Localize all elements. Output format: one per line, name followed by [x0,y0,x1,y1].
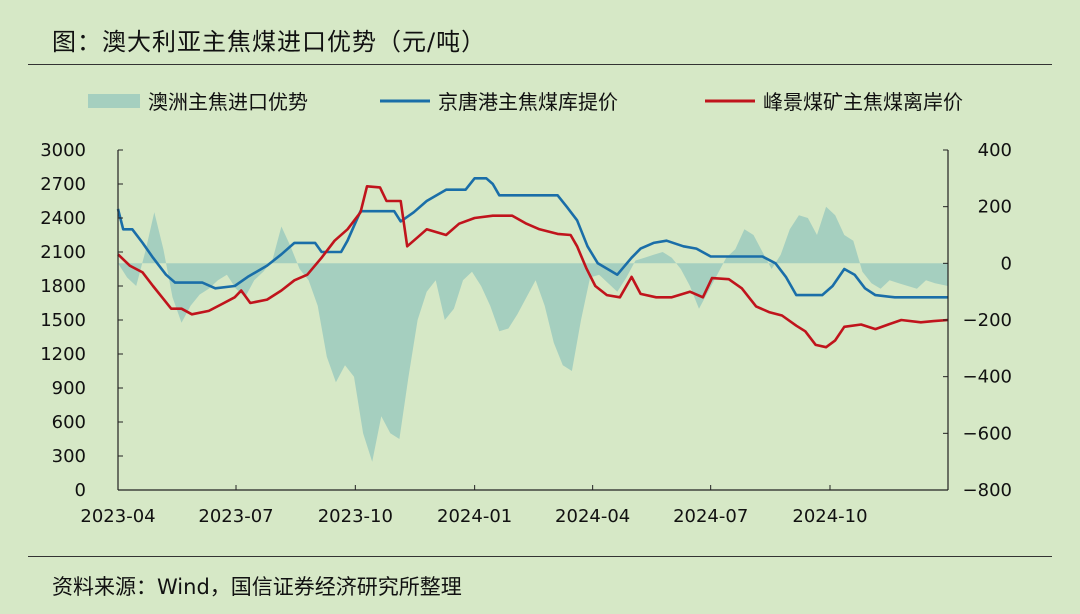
x-tick-label: 2024-01 [437,506,512,527]
y-right-tick-label: −600 [963,423,1012,444]
y-left-tick-label: 600 [52,412,86,433]
series-line-peak-downs-fob [117,185,949,349]
y-right-tick-label: −400 [963,367,1012,388]
legend-label-area: 澳洲主焦进口优势 [148,90,308,114]
series-line-jingtang-price [116,177,948,299]
y-left-tick-label: 300 [52,446,86,467]
y-left-tick-label: 0 [75,480,86,501]
y-right-tick-label: −800 [963,480,1012,501]
y-left-tick-label: 2100 [40,242,86,263]
top-rule [28,64,1052,65]
y-left-tick-label: 2700 [40,174,86,195]
x-tick-label: 2023-07 [198,506,273,527]
x-tick-label: 2023-04 [80,506,155,527]
figure-title: 图：澳大利亚主焦煤进口优势（元/吨） [52,28,487,56]
bottom-rule [28,556,1052,557]
x-tick-label: 2024-10 [792,506,867,527]
y-left-tick-label: 2400 [40,208,86,229]
y-right-tick-label: 400 [978,140,1012,161]
legend-label-blue: 京唐港主焦煤库提价 [438,90,618,114]
y-right-tick-label: 0 [1001,253,1012,274]
legend-label-red: 峰景煤矿主焦煤离岸价 [763,90,963,114]
legend-swatch-area [88,94,140,108]
x-tick-label: 2023-10 [318,506,393,527]
source-note: 资料来源：Wind，国信证券经济研究所整理 [52,575,462,599]
y-left-tick-label: 1500 [40,310,86,331]
legend: 澳洲主焦进口优势 京唐港主焦煤库提价 峰景煤矿主焦煤离岸价 [88,90,963,114]
series-area-import-advantage [118,206,948,462]
plot-area: 3000270024002100180015001200900600300040… [40,140,1012,527]
y-left-tick-label: 900 [52,378,86,399]
x-tick-label: 2024-07 [673,506,748,527]
x-tick-label: 2024-04 [555,506,630,527]
y-right-tick-label: 200 [978,197,1012,218]
y-left-tick-label: 1200 [40,344,86,365]
y-right-tick-label: −200 [963,310,1012,331]
y-left-tick-label: 1800 [40,276,86,297]
y-left-tick-label: 3000 [40,140,86,161]
